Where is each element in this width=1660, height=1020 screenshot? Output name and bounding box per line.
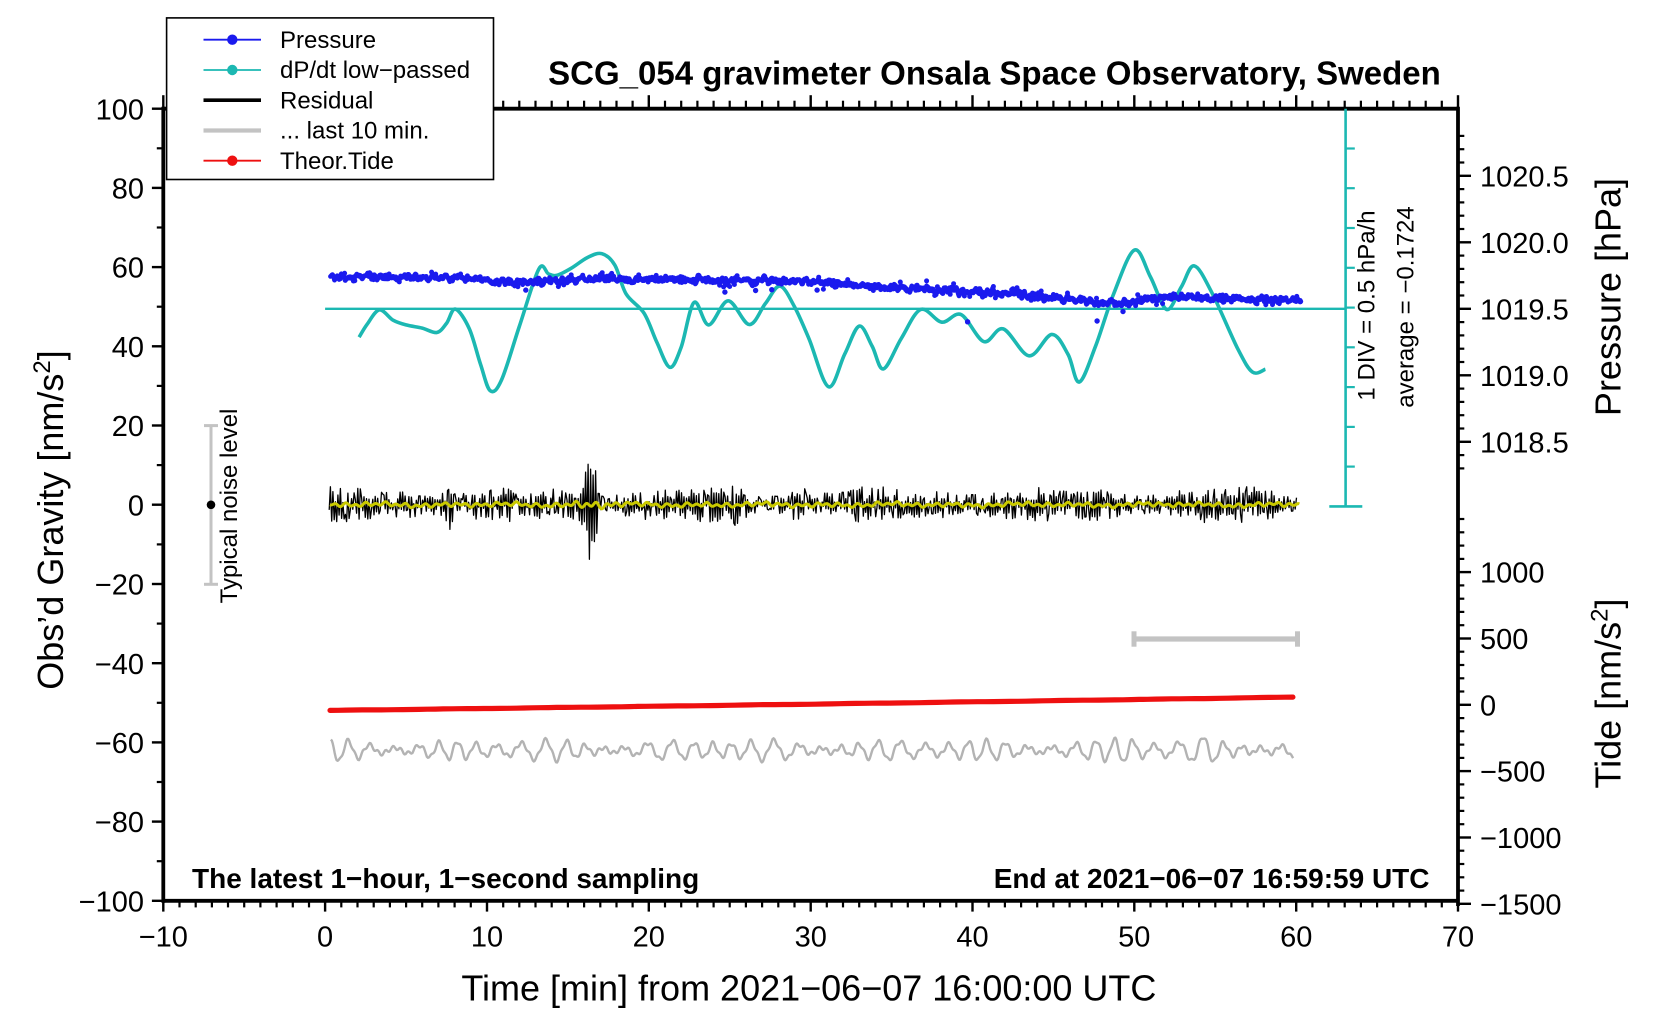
svg-text:1020.0: 1020.0 [1480, 228, 1569, 260]
svg-text:40: 40 [956, 922, 988, 954]
svg-text:... last 10 min.: ... last 10 min. [280, 118, 429, 145]
svg-text:500: 500 [1480, 624, 1528, 656]
svg-text:−1000: −1000 [1480, 823, 1561, 855]
svg-text:20: 20 [112, 411, 144, 443]
svg-text:1000: 1000 [1480, 558, 1545, 590]
svg-text:1 DIV = 0.5 hPa/h: 1 DIV = 0.5 hPa/h [1354, 210, 1381, 400]
svg-text:−1500: −1500 [1480, 889, 1561, 921]
svg-text:0: 0 [1480, 690, 1496, 722]
svg-text:−60: −60 [95, 728, 144, 760]
svg-text:SCG_054 gravimeter Onsala Spac: SCG_054 gravimeter Onsala Space Observat… [548, 55, 1441, 92]
svg-text:Time [min] from 2021−06−07 16:: Time [min] from 2021−06−07 16:00:00 UTC [461, 968, 1156, 1009]
svg-text:10: 10 [471, 922, 503, 954]
svg-text:1018.5: 1018.5 [1480, 427, 1569, 459]
svg-text:average = −0.1724: average = −0.1724 [1393, 206, 1420, 408]
svg-text:80: 80 [112, 174, 144, 206]
svg-text:0: 0 [317, 922, 333, 954]
svg-text:Typical noise level: Typical noise level [216, 409, 243, 604]
svg-text:60: 60 [1280, 922, 1312, 954]
svg-text:Pressure: Pressure [280, 27, 376, 54]
svg-text:−40: −40 [95, 649, 144, 681]
svg-text:70: 70 [1442, 922, 1474, 954]
svg-text:Obs’d Gravity [nm/s2]: Obs’d Gravity [nm/s2] [29, 350, 71, 689]
svg-text:dP/dt low−passed: dP/dt low−passed [280, 57, 470, 84]
svg-text:40: 40 [112, 332, 144, 364]
svg-text:−500: −500 [1480, 757, 1545, 789]
svg-text:0: 0 [128, 490, 144, 522]
svg-text:50: 50 [1118, 922, 1150, 954]
svg-text:1019.5: 1019.5 [1480, 294, 1569, 326]
svg-text:1019.0: 1019.0 [1480, 361, 1569, 393]
svg-text:Residual: Residual [280, 87, 373, 114]
svg-text:Pressure [hPa]: Pressure [hPa] [1588, 178, 1629, 416]
svg-text:−80: −80 [95, 807, 144, 839]
svg-text:−100: −100 [79, 886, 144, 918]
svg-text:30: 30 [795, 922, 827, 954]
svg-text:100: 100 [96, 94, 144, 126]
svg-text:The latest 1−hour, 1−second sa: The latest 1−hour, 1−second sampling [192, 863, 699, 894]
svg-text:20: 20 [633, 922, 665, 954]
svg-text:−20: −20 [95, 570, 144, 602]
svg-text:End at 2021−06−07 16:59:59 UTC: End at 2021−06−07 16:59:59 UTC [994, 863, 1430, 894]
svg-text:1020.5: 1020.5 [1480, 161, 1569, 193]
svg-text:−10: −10 [139, 922, 188, 954]
svg-text:Tide [nm/s2]: Tide [nm/s2] [1587, 598, 1629, 788]
svg-text:Theor.Tide: Theor.Tide [280, 148, 394, 175]
svg-text:60: 60 [112, 253, 144, 285]
